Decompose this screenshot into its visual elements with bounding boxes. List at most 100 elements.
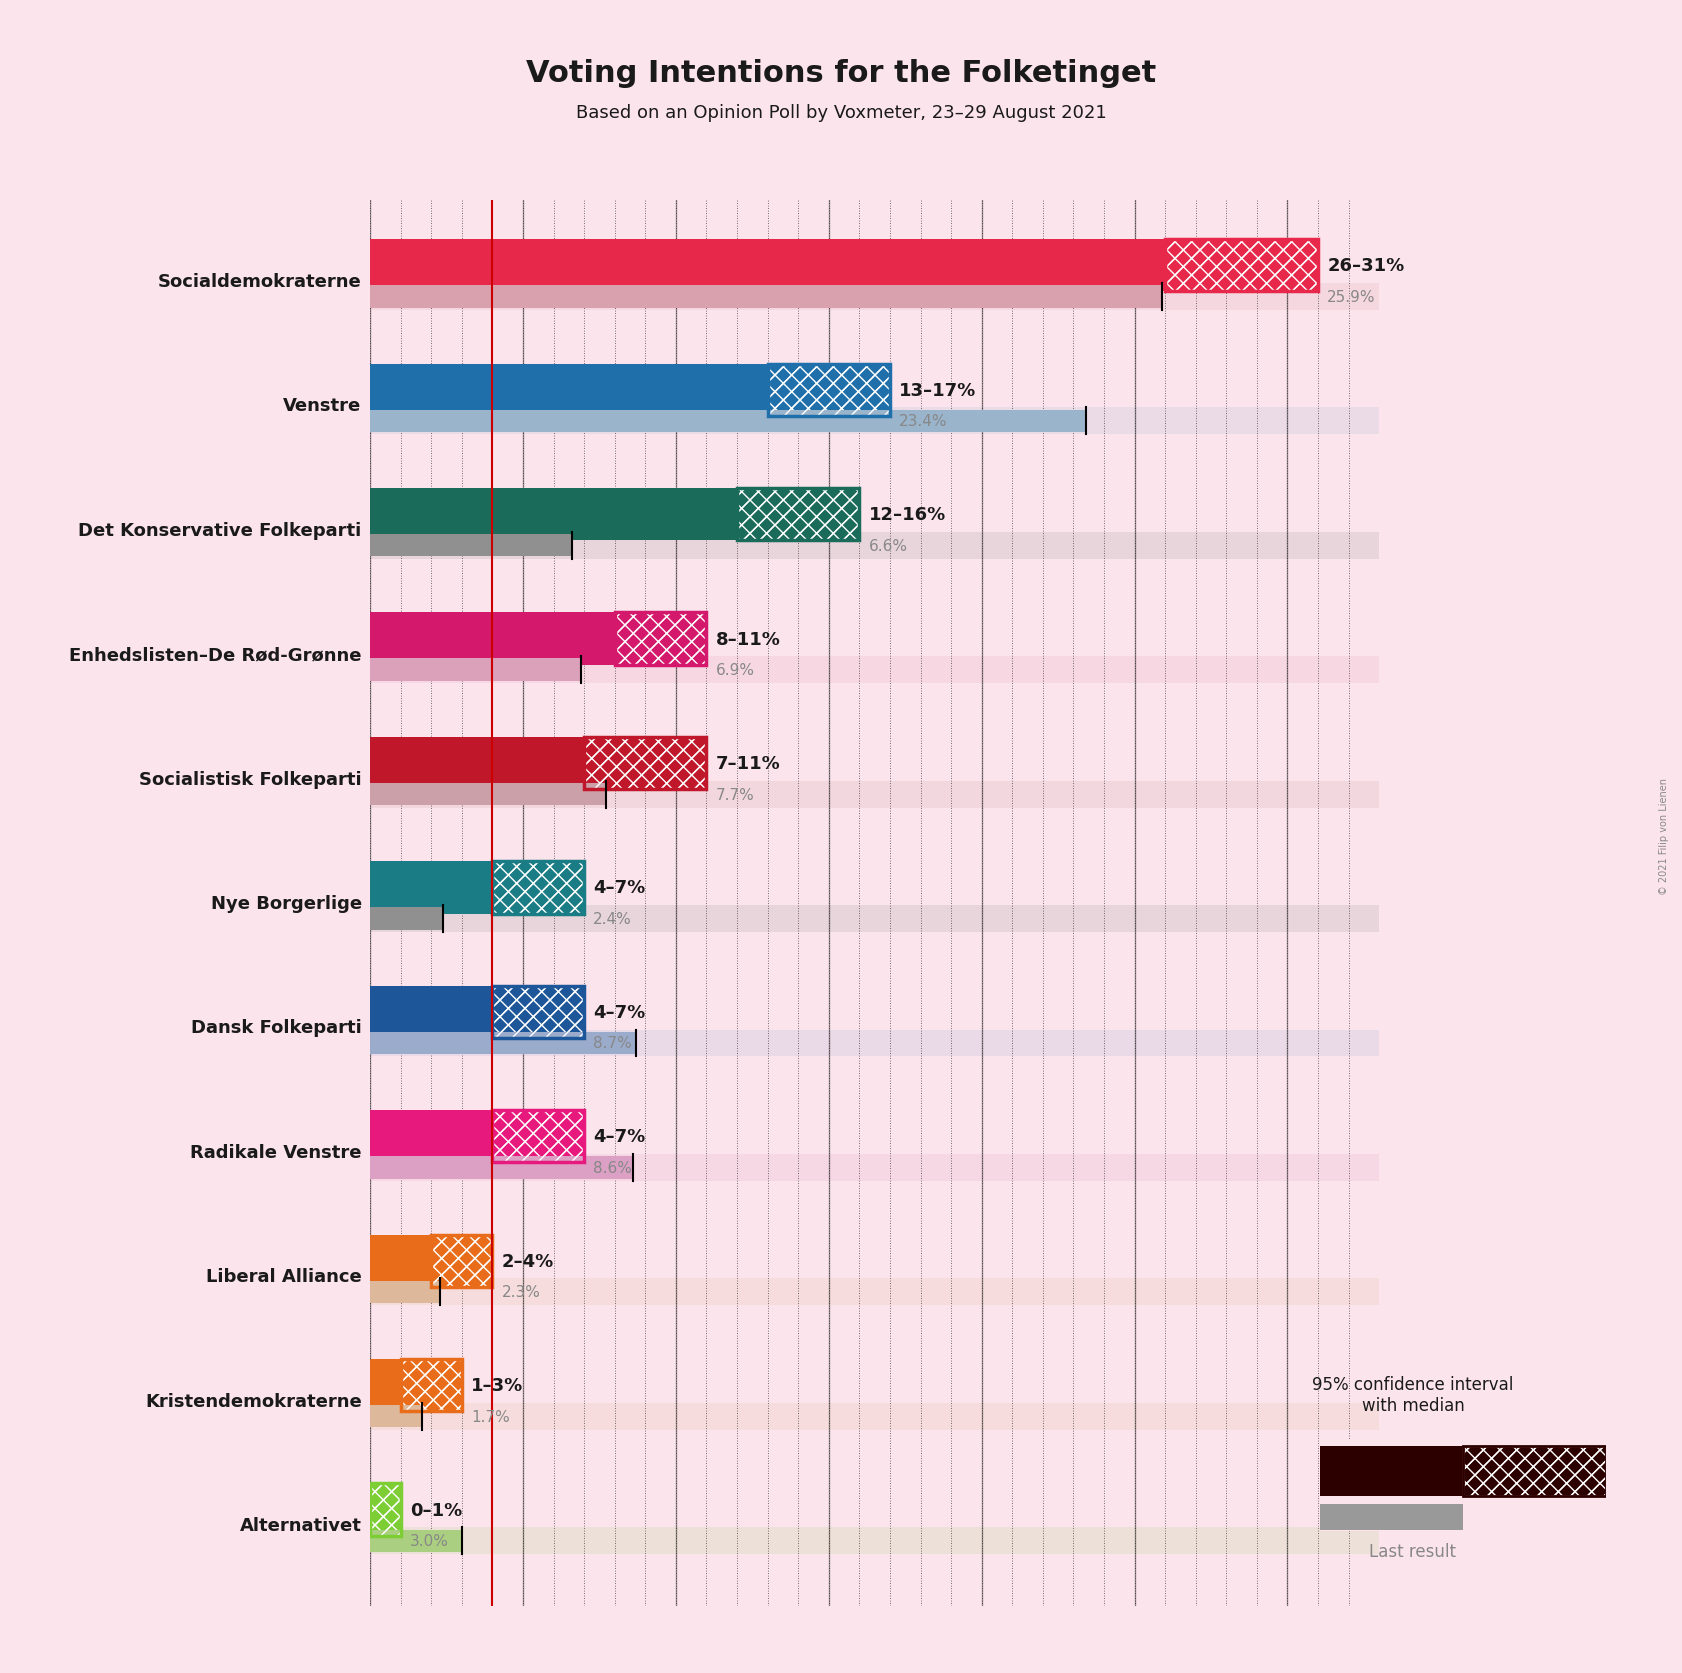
Text: 4–7%: 4–7% xyxy=(594,1004,646,1021)
Text: 2–4%: 2–4% xyxy=(501,1251,553,1270)
Bar xyxy=(370,908,444,930)
Bar xyxy=(400,1358,463,1412)
Text: Last result: Last result xyxy=(1369,1543,1457,1561)
Bar xyxy=(370,1405,422,1427)
Bar xyxy=(1166,239,1319,293)
Bar xyxy=(614,612,706,666)
Text: © 2021 Filip von Lienen: © 2021 Filip von Lienen xyxy=(1658,778,1669,895)
Text: 7–11%: 7–11% xyxy=(715,755,780,773)
Bar xyxy=(493,862,584,913)
Bar xyxy=(370,1111,493,1163)
Bar xyxy=(370,286,1162,308)
Bar xyxy=(370,1114,1379,1159)
Text: 95% confidence interval
with median: 95% confidence interval with median xyxy=(1312,1375,1514,1414)
Text: 4–7%: 4–7% xyxy=(594,878,646,897)
Bar xyxy=(370,532,1379,559)
Bar xyxy=(370,865,1379,910)
Bar xyxy=(370,1031,1379,1057)
Bar xyxy=(370,1484,400,1536)
Bar xyxy=(370,657,1379,684)
Bar xyxy=(370,1484,400,1536)
Bar xyxy=(584,738,706,790)
Text: Radikale Venstre: Radikale Venstre xyxy=(190,1143,362,1161)
Bar xyxy=(370,1235,431,1287)
Bar xyxy=(493,1111,584,1163)
Bar xyxy=(493,985,584,1039)
Text: 13–17%: 13–17% xyxy=(900,381,976,400)
Bar xyxy=(370,985,493,1039)
Bar xyxy=(767,365,890,417)
Bar xyxy=(370,741,1379,786)
Bar xyxy=(370,368,1379,413)
Bar xyxy=(370,1487,1379,1532)
Bar xyxy=(614,612,706,666)
Text: Voting Intentions for the Folketinget: Voting Intentions for the Folketinget xyxy=(526,59,1156,87)
Text: 1.7%: 1.7% xyxy=(471,1409,510,1424)
Bar xyxy=(767,365,890,417)
Bar xyxy=(431,1235,493,1287)
Bar xyxy=(370,408,1379,435)
Bar xyxy=(370,1032,636,1054)
Bar xyxy=(370,659,580,681)
Bar xyxy=(400,1358,463,1412)
Bar xyxy=(370,1484,400,1536)
Bar xyxy=(370,244,1379,288)
Text: 0–1%: 0–1% xyxy=(410,1501,463,1519)
Bar xyxy=(431,1235,493,1287)
Text: Venstre: Venstre xyxy=(283,397,362,415)
Text: Based on an Opinion Poll by Voxmeter, 23–29 August 2021: Based on an Opinion Poll by Voxmeter, 23… xyxy=(575,104,1107,122)
Bar xyxy=(584,738,706,790)
Text: 3.0%: 3.0% xyxy=(410,1532,449,1548)
Text: 2.4%: 2.4% xyxy=(594,912,632,927)
Bar xyxy=(1166,239,1319,293)
Bar xyxy=(370,1238,1379,1283)
Text: Liberal Alliance: Liberal Alliance xyxy=(205,1268,362,1285)
Text: 2.3%: 2.3% xyxy=(501,1285,540,1300)
Text: 25.9%: 25.9% xyxy=(1327,289,1376,304)
Bar xyxy=(1320,1504,1463,1529)
Bar xyxy=(1463,1445,1606,1496)
Text: Socialistisk Folkeparti: Socialistisk Folkeparti xyxy=(140,770,362,788)
Bar xyxy=(1320,1445,1463,1496)
Bar xyxy=(767,365,890,417)
Bar xyxy=(493,862,584,913)
Bar xyxy=(737,489,860,540)
Bar xyxy=(370,1156,632,1179)
Bar xyxy=(370,284,1379,311)
Text: Det Konservative Folkeparti: Det Konservative Folkeparti xyxy=(79,522,362,539)
Bar xyxy=(370,489,737,540)
Bar xyxy=(493,985,584,1039)
Bar xyxy=(370,862,493,913)
Bar xyxy=(493,985,584,1039)
Text: 6.9%: 6.9% xyxy=(715,663,755,678)
Text: Nye Borgerlige: Nye Borgerlige xyxy=(210,895,362,912)
Bar xyxy=(370,990,1379,1034)
Bar xyxy=(370,1278,1379,1305)
Bar xyxy=(370,1363,1379,1407)
Bar xyxy=(370,738,584,790)
Bar xyxy=(370,1527,1379,1554)
Bar xyxy=(370,239,1166,293)
Bar xyxy=(370,535,572,557)
Bar xyxy=(584,738,706,790)
Bar xyxy=(493,1111,584,1163)
Text: Dansk Folkeparti: Dansk Folkeparti xyxy=(190,1019,362,1037)
Text: 8–11%: 8–11% xyxy=(715,631,780,647)
Bar xyxy=(370,492,1379,537)
Bar xyxy=(370,617,1379,661)
Bar xyxy=(737,489,860,540)
Bar xyxy=(370,612,614,666)
Text: 4–7%: 4–7% xyxy=(594,1128,646,1146)
Bar xyxy=(370,1154,1379,1181)
Bar xyxy=(493,1111,584,1163)
Bar xyxy=(370,781,1379,808)
Bar xyxy=(1463,1445,1606,1496)
Bar xyxy=(1463,1445,1606,1496)
Text: 6.6%: 6.6% xyxy=(868,539,908,554)
Bar xyxy=(370,783,606,806)
Bar xyxy=(370,365,767,417)
Text: 8.6%: 8.6% xyxy=(594,1159,632,1174)
Bar xyxy=(370,905,1379,932)
Text: 26–31%: 26–31% xyxy=(1327,258,1404,274)
Bar xyxy=(370,1529,463,1553)
